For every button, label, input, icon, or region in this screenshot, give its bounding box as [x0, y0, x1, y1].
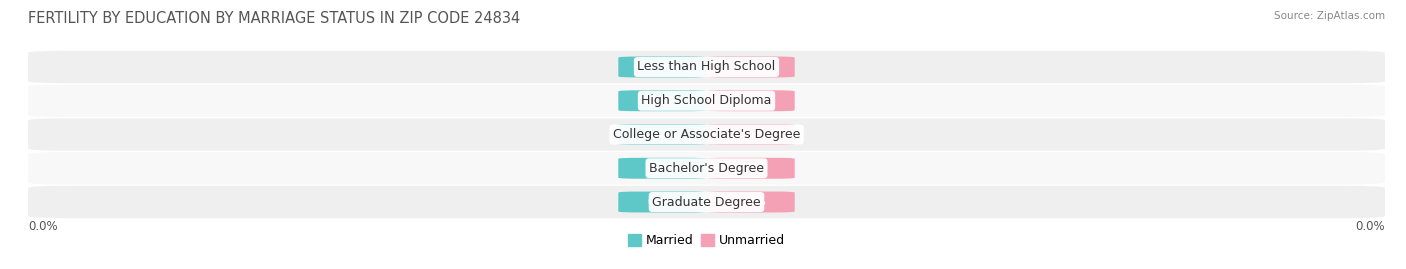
FancyBboxPatch shape: [707, 192, 794, 213]
FancyBboxPatch shape: [707, 56, 794, 77]
Text: Graduate Degree: Graduate Degree: [652, 196, 761, 208]
FancyBboxPatch shape: [707, 124, 794, 145]
Text: 0.0%: 0.0%: [735, 129, 766, 140]
FancyBboxPatch shape: [28, 118, 1385, 151]
FancyBboxPatch shape: [28, 186, 1385, 218]
FancyBboxPatch shape: [619, 56, 707, 77]
Text: FERTILITY BY EDUCATION BY MARRIAGE STATUS IN ZIP CODE 24834: FERTILITY BY EDUCATION BY MARRIAGE STATU…: [28, 11, 520, 26]
Text: 0.0%: 0.0%: [1355, 220, 1385, 233]
Text: 0.0%: 0.0%: [647, 129, 678, 140]
FancyBboxPatch shape: [619, 124, 707, 145]
Text: 0.0%: 0.0%: [647, 163, 678, 173]
Text: Less than High School: Less than High School: [637, 61, 776, 73]
FancyBboxPatch shape: [28, 51, 1385, 83]
Text: 0.0%: 0.0%: [735, 163, 766, 173]
Text: 0.0%: 0.0%: [735, 197, 766, 207]
Text: Source: ZipAtlas.com: Source: ZipAtlas.com: [1274, 11, 1385, 21]
Text: College or Associate's Degree: College or Associate's Degree: [613, 128, 800, 141]
Text: 0.0%: 0.0%: [735, 96, 766, 106]
FancyBboxPatch shape: [28, 84, 1385, 117]
Text: Bachelor's Degree: Bachelor's Degree: [650, 162, 763, 175]
Text: 0.0%: 0.0%: [735, 62, 766, 72]
Text: 0.0%: 0.0%: [647, 62, 678, 72]
Text: 0.0%: 0.0%: [647, 197, 678, 207]
FancyBboxPatch shape: [619, 158, 707, 179]
FancyBboxPatch shape: [707, 90, 794, 111]
FancyBboxPatch shape: [707, 158, 794, 179]
FancyBboxPatch shape: [619, 192, 707, 213]
Text: 0.0%: 0.0%: [647, 96, 678, 106]
Text: High School Diploma: High School Diploma: [641, 94, 772, 107]
Legend: Married, Unmarried: Married, Unmarried: [623, 229, 790, 252]
FancyBboxPatch shape: [28, 152, 1385, 185]
Text: 0.0%: 0.0%: [28, 220, 58, 233]
FancyBboxPatch shape: [619, 90, 707, 111]
